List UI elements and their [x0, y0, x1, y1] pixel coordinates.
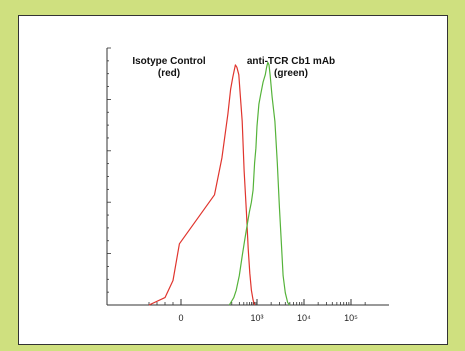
series-line-anti-tcr	[228, 61, 291, 306]
anti-tcr-label: (green)	[274, 68, 308, 79]
series-line-isotype-control	[148, 64, 256, 306]
isotype-control-label: Isotype Control	[132, 56, 206, 67]
x-ticks: 0 10³ 10⁴ 10⁵	[148, 299, 366, 323]
axes	[106, 47, 389, 306]
x-tick-label: 10⁴	[297, 313, 311, 323]
anti-tcr-label: anti-TCR Cb1 mAb	[247, 56, 335, 67]
x-tick-label: 10³	[250, 313, 263, 323]
isotype-control-label: (red)	[158, 68, 180, 79]
x-tick-label: 0	[178, 313, 183, 323]
x-tick-label: 10⁵	[344, 313, 358, 323]
annotations: Isotype Control(red) anti-TCR Cb1 mAb(gre…	[132, 56, 335, 79]
histogram-chart: 0 10³ 10⁴ 10⁵ Isotype Control(red) anti-TCR …	[106, 47, 389, 323]
chart-panel: 0 10³ 10⁴ 10⁵ Isotype Control (red) anti-TCR …	[18, 15, 448, 345]
series-layer	[148, 61, 291, 306]
